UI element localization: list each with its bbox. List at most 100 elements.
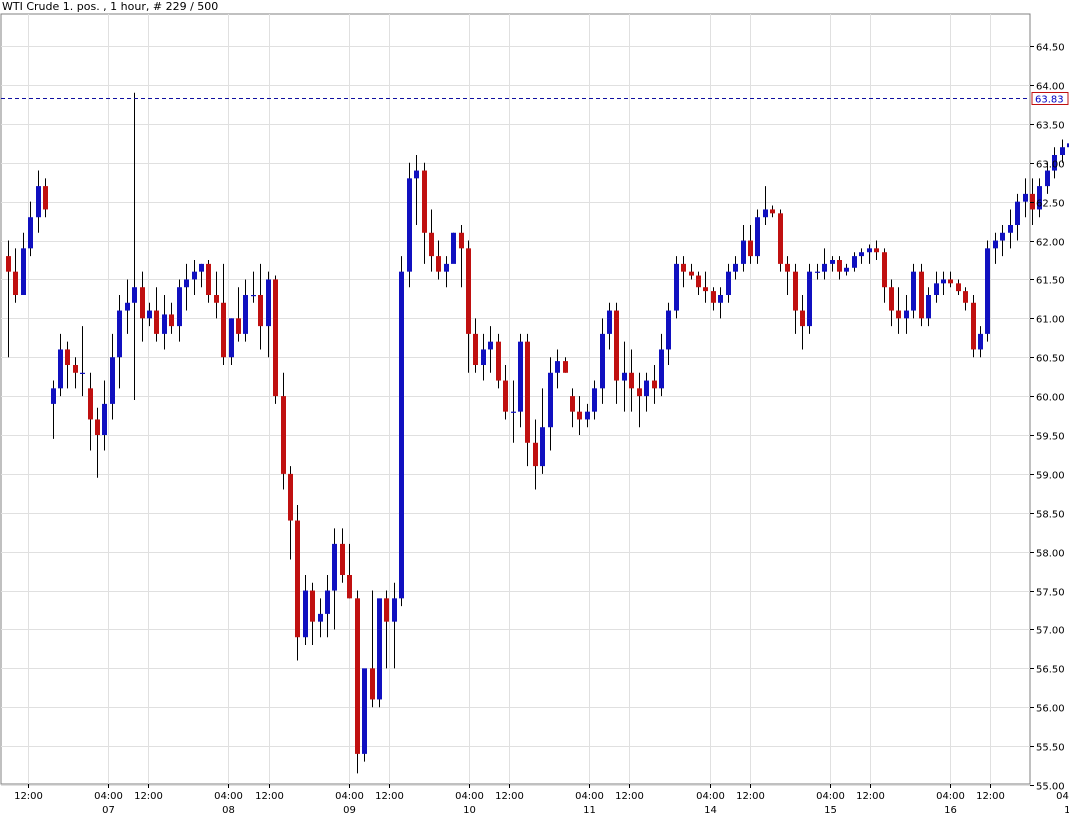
candle-body xyxy=(785,263,790,272)
candle-body xyxy=(793,271,798,311)
candle-body xyxy=(807,271,812,327)
candle xyxy=(429,209,434,272)
candle xyxy=(525,333,530,467)
candle xyxy=(169,302,174,334)
candle xyxy=(80,326,85,397)
candle xyxy=(793,263,798,334)
x-tick-time: 04:00 xyxy=(1056,791,1069,802)
candle-body xyxy=(859,252,864,257)
y-tick-label: 56.50 xyxy=(1036,665,1065,676)
candle-body xyxy=(132,287,137,303)
candle-body xyxy=(140,287,145,319)
y-tick-label: 58.50 xyxy=(1036,510,1065,521)
candle-body xyxy=(718,295,723,303)
candle xyxy=(414,155,419,225)
candle-body xyxy=(919,271,924,319)
candle xyxy=(102,380,107,451)
current-price-line: 63.83 xyxy=(1,92,1069,106)
candle-body xyxy=(1008,225,1013,233)
candle-body xyxy=(518,341,523,412)
candle-body xyxy=(221,302,226,358)
candle xyxy=(607,302,612,350)
candle-body xyxy=(629,372,634,389)
candle-body xyxy=(444,263,449,272)
candle xyxy=(822,248,827,280)
candle xyxy=(926,287,931,327)
candle-body xyxy=(6,256,11,272)
candle xyxy=(934,271,939,303)
candle-body xyxy=(592,388,597,412)
candle-body xyxy=(414,170,419,179)
candle xyxy=(733,256,738,280)
x-tick-date: 16 xyxy=(944,805,957,816)
candle xyxy=(43,178,48,218)
candle xyxy=(726,263,731,303)
candle xyxy=(147,302,152,327)
candle xyxy=(258,263,263,350)
candle-body xyxy=(370,668,375,700)
candle-body xyxy=(58,349,63,389)
candle xyxy=(481,333,486,381)
candle-body xyxy=(80,372,85,374)
candle-body xyxy=(1030,193,1035,210)
candle xyxy=(548,357,553,451)
candle-body xyxy=(548,372,553,428)
candle-body xyxy=(652,380,657,389)
x-tick-date: 15 xyxy=(824,805,837,816)
candle-body xyxy=(666,310,671,350)
x-tick-time: 04:00 xyxy=(335,791,364,802)
candle xyxy=(1045,162,1050,194)
candle-body xyxy=(622,372,627,381)
candle-body xyxy=(295,520,300,638)
candle-body xyxy=(934,283,939,295)
x-tick-date: 17 xyxy=(1064,805,1069,816)
candle xyxy=(882,248,887,303)
candle xyxy=(614,302,619,404)
candle-body xyxy=(993,240,998,249)
candle xyxy=(785,256,790,295)
candle xyxy=(65,341,70,389)
candle xyxy=(867,244,872,264)
candle xyxy=(555,349,560,389)
candle xyxy=(399,256,404,607)
y-tick-label: 59.50 xyxy=(1036,432,1065,443)
x-tick-date: 10 xyxy=(463,805,476,816)
candle-body xyxy=(362,668,367,754)
candle-body xyxy=(948,279,953,284)
candle xyxy=(1015,193,1020,241)
candle-body xyxy=(533,442,538,467)
candle xyxy=(540,388,545,474)
candle xyxy=(911,263,916,319)
candle xyxy=(436,240,441,280)
candle xyxy=(332,528,337,630)
candle xyxy=(666,302,671,365)
candle xyxy=(770,205,775,218)
candle-body xyxy=(741,240,746,264)
candle-body xyxy=(674,263,679,311)
candle-body xyxy=(852,256,857,268)
candle-body xyxy=(377,598,382,700)
candle xyxy=(21,232,26,295)
candle xyxy=(117,295,122,389)
candle xyxy=(347,543,352,599)
y-tick-label: 61.00 xyxy=(1036,315,1065,326)
candle-body xyxy=(711,291,716,303)
candle xyxy=(125,279,130,334)
candle xyxy=(1060,139,1065,163)
candle-body xyxy=(844,267,849,272)
candle-body xyxy=(555,361,560,373)
candle-body xyxy=(770,209,775,214)
candle xyxy=(13,248,18,303)
candle xyxy=(622,341,627,412)
candle-body xyxy=(911,271,916,311)
candle xyxy=(837,256,842,280)
x-tick-date: 11 xyxy=(583,805,596,816)
candle xyxy=(451,232,456,264)
candle-body xyxy=(733,263,738,272)
candle xyxy=(570,388,575,428)
candle-body xyxy=(763,209,768,218)
candle xyxy=(273,275,278,404)
candle xyxy=(310,582,315,645)
y-axis: 55.00 55.50 56.00 56.50 57.00 57.50 58.00 58.50… xyxy=(1030,43,1065,793)
